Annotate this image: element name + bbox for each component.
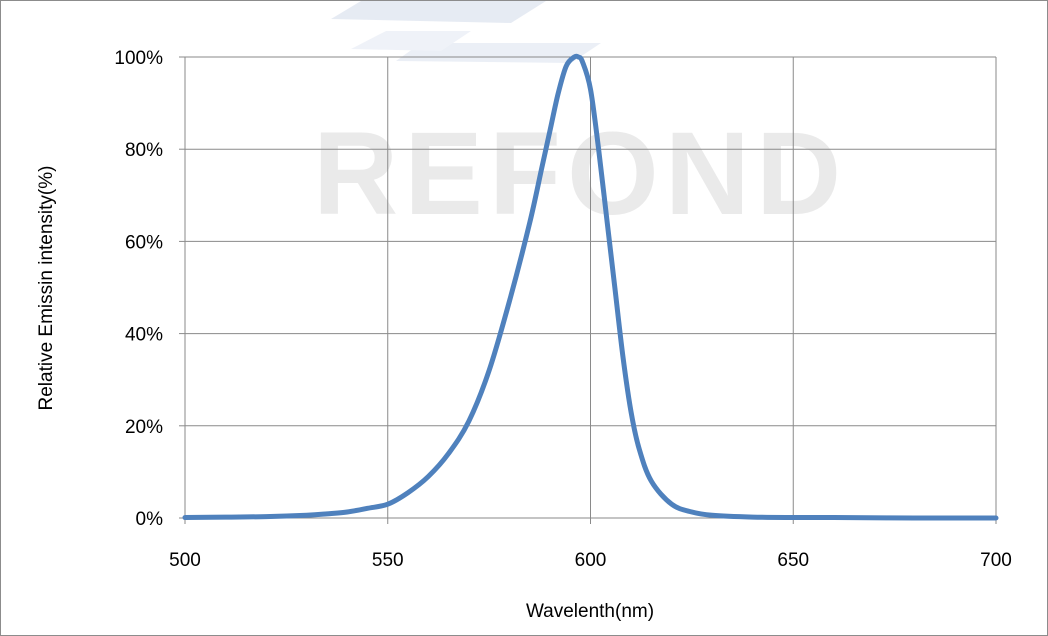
x-tick-label: 500 <box>169 550 201 571</box>
y-tick-label: 60% <box>125 232 163 253</box>
watermark-logo: REFOND <box>313 1 847 240</box>
y-tick-label: 100% <box>114 48 163 69</box>
y-tick-label: 20% <box>125 417 163 438</box>
x-axis-title: Wavelenth(nm) <box>526 601 654 622</box>
y-tick-label: 80% <box>125 140 163 161</box>
y-tick-label: 0% <box>136 509 164 530</box>
y-tick-labels: 0% 20% 40% 60% 80% 100% <box>114 48 163 530</box>
y-axis-title: Relative Emissin intensity(%) <box>36 166 57 411</box>
emission-series-line <box>182 53 999 521</box>
y-tick-label: 40% <box>125 325 163 346</box>
x-tick-label: 550 <box>372 550 404 571</box>
grid-lines <box>185 56 997 518</box>
x-tick-label: 700 <box>980 550 1012 571</box>
x-tick-label: 600 <box>575 550 607 571</box>
x-tick-labels: 500 550 600 650 700 <box>169 550 1012 571</box>
series-layer <box>182 53 999 521</box>
watermark-text: REFOND <box>313 108 847 240</box>
x-tick-label: 650 <box>777 550 809 571</box>
